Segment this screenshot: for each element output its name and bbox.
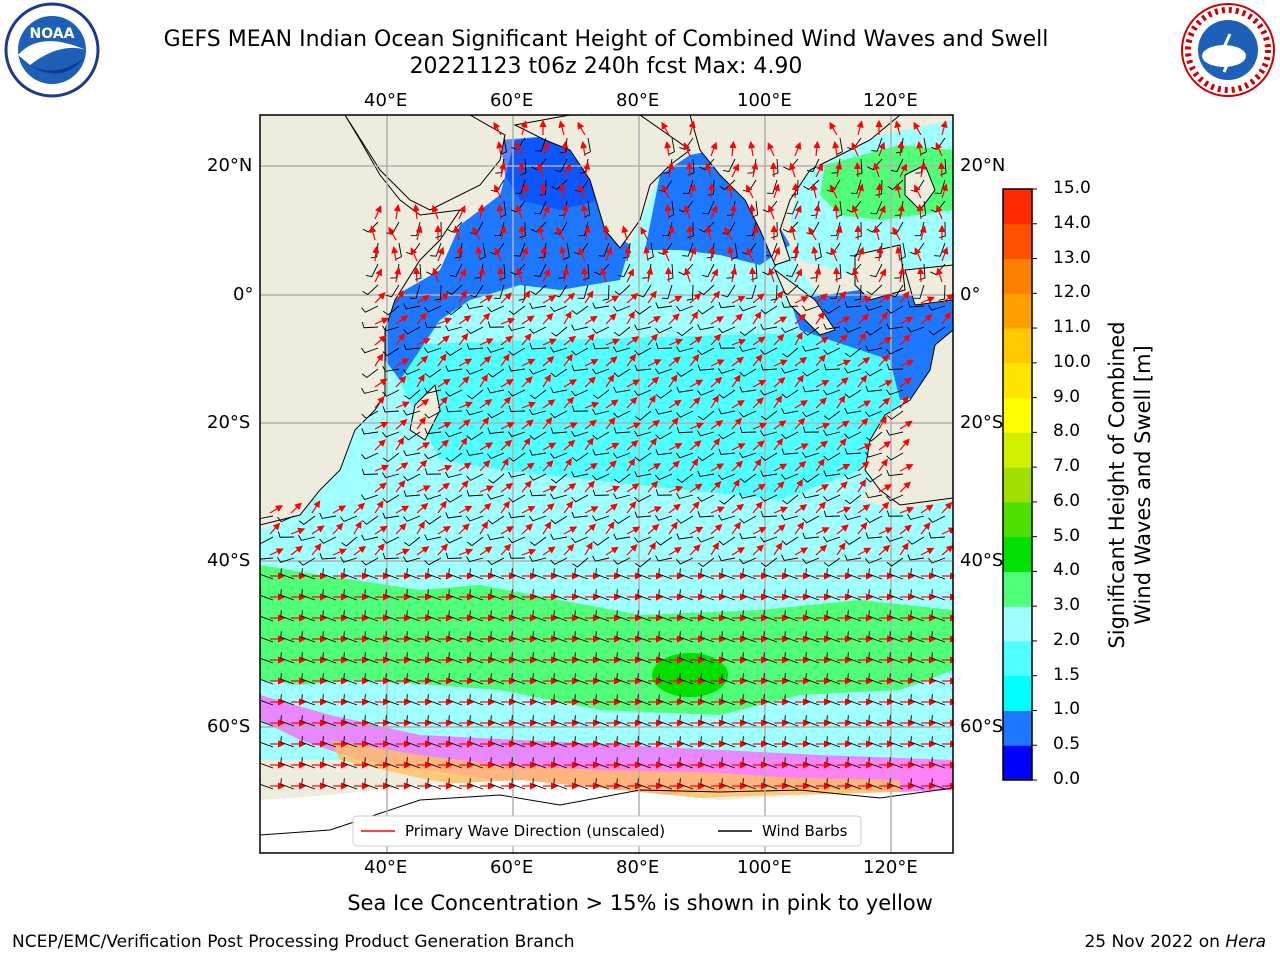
chart-subtitle: 20221123 t06z 240h fcst Max: 4.90 bbox=[409, 54, 803, 79]
colorbar-tick-label: 4.0 bbox=[1053, 560, 1081, 581]
colorbar-tick-label: 12.0 bbox=[1053, 282, 1091, 303]
footer-credit: NCEP/EMC/Verification Post Processing Pr… bbox=[12, 932, 575, 952]
noaa-logo-text: NOAA bbox=[30, 26, 75, 42]
lon-label-top: 80°E bbox=[616, 90, 660, 111]
colorbar-title: Significant Height of Combined Wind Wave… bbox=[1104, 321, 1156, 648]
colorbar-segment bbox=[1003, 328, 1032, 364]
colorbar-segment bbox=[1003, 536, 1032, 572]
lat-label-right: 20°N bbox=[960, 155, 1006, 176]
nws-logo bbox=[1181, 3, 1275, 97]
colorbar-tick-label: 11.0 bbox=[1053, 317, 1091, 338]
colorbar-tick-label: 7.0 bbox=[1053, 456, 1081, 477]
lat-label-left: 40°S bbox=[207, 550, 251, 571]
colorbar-segment bbox=[1003, 675, 1032, 711]
colorbar-tick-label: 14.0 bbox=[1053, 212, 1091, 233]
colorbar-tick-label: 2.0 bbox=[1053, 629, 1081, 650]
chart-title: GEFS MEAN Indian Ocean Significant Heigh… bbox=[163, 27, 1049, 52]
map-frame bbox=[259, 114, 954, 854]
lat-label-right: 60°S bbox=[960, 716, 1004, 737]
colorbar-tick-label: 0.0 bbox=[1053, 769, 1081, 789]
lat-label-left: 20°S bbox=[207, 412, 251, 433]
lon-label-bottom: 60°E bbox=[490, 857, 534, 878]
lat-label-left: 60°S bbox=[207, 716, 251, 737]
colorbar-tick-label: 9.0 bbox=[1053, 386, 1081, 407]
noaa-logo: NOAA bbox=[4, 2, 100, 98]
colorbar-tick-label: 5.0 bbox=[1053, 525, 1081, 546]
colorbar-tick-label: 0.5 bbox=[1053, 734, 1081, 755]
colorbar-tick-label: 1.0 bbox=[1053, 699, 1081, 720]
lat-label-left: 20°N bbox=[207, 155, 253, 176]
footer-date: 25 Nov 2022 on Hera bbox=[1084, 932, 1266, 952]
colorbar-segment bbox=[1003, 189, 1032, 225]
colorbar-segment bbox=[1003, 710, 1032, 746]
lon-label-bottom: 80°E bbox=[616, 857, 660, 878]
wind-legend-label: Wind Barbs bbox=[762, 822, 848, 840]
lat-label-right: 0° bbox=[960, 284, 981, 305]
colorbar-tick-label: 8.0 bbox=[1053, 421, 1081, 442]
colorbar-tick-label: 3.0 bbox=[1053, 595, 1081, 616]
lon-label-bottom: 120°E bbox=[863, 857, 918, 878]
sea-ice-note: Sea Ice Concentration > 15% is shown in … bbox=[347, 891, 933, 915]
colorbar-tick-label: 10.0 bbox=[1053, 351, 1091, 372]
colorbar-tick-label: 15.0 bbox=[1053, 178, 1091, 198]
colorbar-segment bbox=[1003, 362, 1032, 399]
footer-date-text: 25 Nov 2022 on bbox=[1084, 932, 1226, 952]
lon-label-top: 40°E bbox=[364, 90, 408, 111]
colorbar-segment bbox=[1003, 606, 1032, 642]
colorbar-title-line1: Significant Height of Combined bbox=[1105, 321, 1129, 649]
colorbar-segment bbox=[1003, 640, 1032, 677]
colorbar-segment bbox=[1003, 258, 1032, 294]
lat-label-right: 40°S bbox=[960, 550, 1004, 571]
colorbar-segment bbox=[1003, 571, 1032, 607]
colorbar-segment bbox=[1003, 745, 1032, 781]
map-legend bbox=[352, 815, 862, 847]
wave-legend-label: Primary Wave Direction (unscaled) bbox=[405, 822, 666, 840]
lon-label-bottom: 40°E bbox=[364, 857, 408, 878]
lon-label-top: 60°E bbox=[490, 90, 534, 111]
colorbar-segment bbox=[1003, 223, 1032, 260]
colorbar-segment bbox=[1003, 293, 1032, 329]
lat-label-left: 0° bbox=[233, 284, 254, 305]
colorbar bbox=[1003, 188, 1037, 781]
footer-host: Hera bbox=[1225, 932, 1266, 952]
lat-label-right: 20°S bbox=[960, 412, 1004, 433]
lon-label-top: 100°E bbox=[737, 90, 792, 111]
colorbar-segment bbox=[1003, 397, 1032, 433]
colorbar-segment bbox=[1003, 432, 1032, 468]
wind-wave-vectors bbox=[260, 119, 953, 790]
colorbar-segment bbox=[1003, 467, 1032, 503]
colorbar-title-line2: Wind Waves and Swell [m] bbox=[1131, 345, 1155, 625]
lon-label-bottom: 100°E bbox=[737, 857, 792, 878]
colorbar-tick-label: 6.0 bbox=[1053, 490, 1081, 511]
colorbar-tick-label: 1.5 bbox=[1053, 664, 1081, 685]
lon-label-top: 120°E bbox=[863, 90, 918, 111]
colorbar-tick-label: 13.0 bbox=[1053, 247, 1091, 268]
colorbar-segment bbox=[1003, 501, 1032, 538]
